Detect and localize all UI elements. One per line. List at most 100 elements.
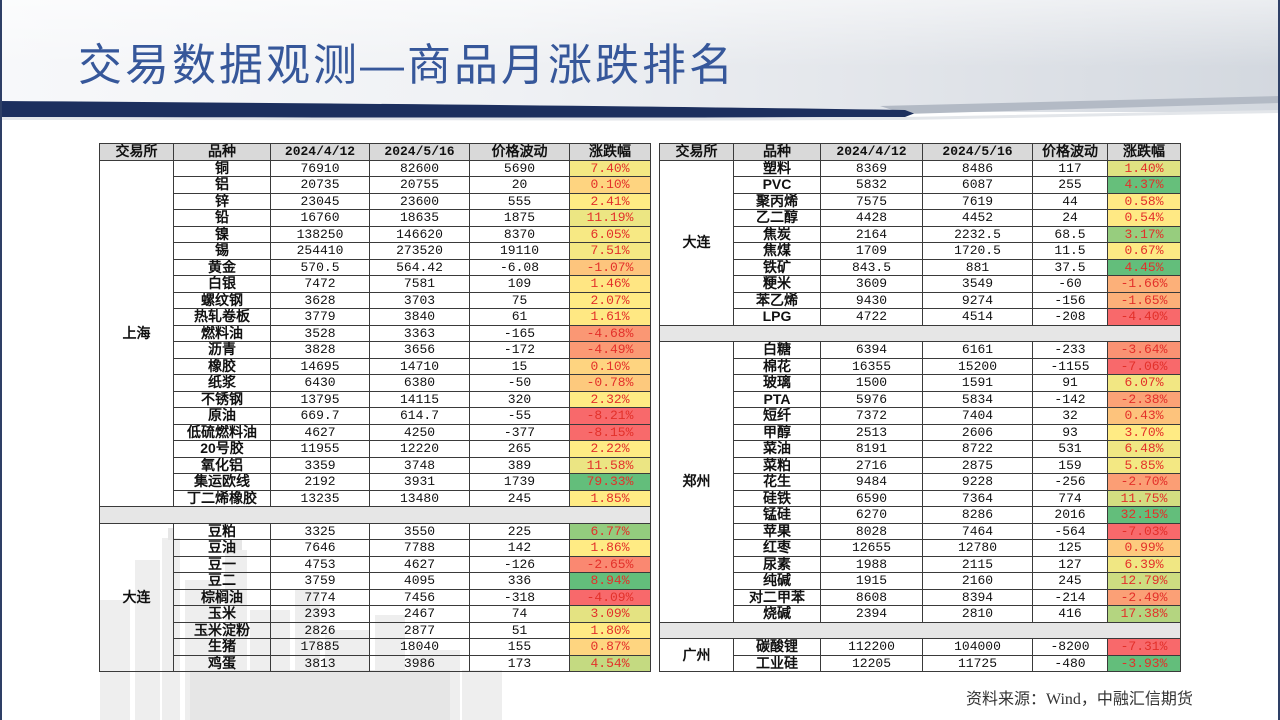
price-change-cell: -50 [469, 374, 570, 392]
table-row: 苯乙烯 9430 9274 -156 -1.65% [660, 291, 1181, 309]
price-start-cell: 3628 [270, 291, 370, 309]
table-row: 焦煤 1709 1720.5 11.5 0.67% [660, 242, 1181, 260]
price-end-cell: 3549 [922, 275, 1033, 293]
header-pct-change: 涨跌幅 [1107, 143, 1181, 161]
price-change-cell: -318 [469, 588, 570, 606]
variety-cell: 短纤 [733, 407, 821, 425]
price-end-cell: 4514 [922, 308, 1033, 326]
price-start-cell: 2826 [270, 621, 370, 639]
header-price-end-date: 2024/5/16 [922, 143, 1033, 161]
price-start-cell: 8028 [820, 522, 923, 540]
pct-change-cell: 4.45% [1107, 258, 1181, 276]
variety-cell: 豆二 [173, 572, 271, 590]
left-commodity-table: 交易所 品种 2024/4/12 2024/5/16 价格波动 涨跌幅 上海铜 7… [99, 143, 651, 672]
pct-change-cell: 1.40% [1107, 159, 1181, 177]
variety-cell: 花生 [733, 473, 821, 491]
price-start-cell: 13795 [270, 390, 370, 408]
variety-cell: 玻璃 [733, 374, 821, 392]
price-change-cell: -142 [1032, 390, 1108, 408]
table-row: 大连 豆粕 3325 3550 225 6.77% [99, 522, 651, 672]
pct-change-cell: 0.67% [1107, 242, 1181, 260]
price-end-cell: 1591 [922, 374, 1033, 392]
pct-change-cell: 2.07% [569, 291, 651, 309]
separator-cell [659, 621, 1181, 639]
table-row: 短纤 7372 7404 32 0.43% [660, 407, 1181, 425]
variety-cell: 豆一 [173, 555, 271, 573]
group-separator-row [659, 621, 1181, 639]
table-row: 集运欧线 2192 3931 1739 79.33% [100, 473, 651, 491]
price-start-cell: 2394 [820, 605, 923, 623]
price-start-cell: 1500 [820, 374, 923, 392]
price-start-cell: 7774 [270, 588, 370, 606]
price-end-cell: 3986 [369, 654, 470, 672]
pct-change-cell: 7.51% [569, 242, 651, 260]
price-change-cell: 1739 [469, 473, 570, 491]
pct-change-cell: 2.32% [569, 390, 651, 408]
price-start-cell: 4627 [270, 423, 370, 441]
price-start-cell: 2513 [820, 423, 923, 441]
pct-change-cell: 8.94% [569, 572, 651, 590]
right-commodity-table: 交易所 品种 2024/4/12 2024/5/16 价格波动 涨跌幅 大连 塑料… [659, 143, 1181, 672]
table-row: 豆二 3759 4095 336 8.94% [100, 572, 651, 590]
price-change-cell: 109 [469, 275, 570, 293]
price-end-cell: 2810 [922, 605, 1033, 623]
price-change-cell: 61 [469, 308, 570, 326]
price-change-cell: 117 [1032, 159, 1108, 177]
price-start-cell: 7372 [820, 407, 923, 425]
pct-change-cell: 1.46% [569, 275, 651, 293]
variety-cell: 碳酸锂 [733, 638, 821, 656]
variety-cell: 铅 [173, 209, 271, 227]
page-title: 交易数据观测—商品月涨跌排名 [78, 41, 736, 90]
pct-change-cell: -8.21% [569, 407, 651, 425]
table-row: 铁矿 843.5 881 37.5 4.45% [660, 258, 1181, 276]
price-end-cell: 3656 [369, 341, 470, 359]
price-start-cell: 843.5 [820, 258, 923, 276]
price-start-cell: 669.7 [270, 407, 370, 425]
price-start-cell: 3325 [270, 522, 370, 540]
table-row: 沥青 3828 3656 -172 -4.49% [100, 341, 651, 359]
price-start-cell: 13235 [270, 489, 370, 507]
price-end-cell: 7364 [922, 489, 1033, 507]
header-price-start-date: 2024/4/12 [820, 143, 923, 161]
table-row: 螺纹钢 3628 3703 75 2.07% [100, 291, 651, 309]
table-row: 低硫燃料油 4627 4250 -377 -8.15% [100, 423, 651, 441]
table-row: 粳米 3609 3549 -60 -1.66% [660, 275, 1181, 293]
table-row: 生猪 17885 18040 155 0.87% [100, 638, 651, 656]
table-row: 丁二烯橡胶 13235 13480 245 1.85% [100, 489, 651, 507]
pct-change-cell: -4.09% [569, 588, 651, 606]
variety-cell: 原油 [173, 407, 271, 425]
table-row: 锡 254410 273520 19110 7.51% [100, 242, 651, 260]
price-change-cell: 32 [1032, 407, 1108, 425]
table-row: 白银 7472 7581 109 1.46% [100, 275, 651, 293]
variety-cell: PVC [733, 176, 821, 194]
price-end-cell: 3931 [369, 473, 470, 491]
price-end-cell: 12220 [369, 440, 470, 458]
price-end-cell: 23600 [369, 192, 470, 210]
pct-change-cell: 0.10% [569, 176, 651, 194]
table-row: 纸浆 6430 6380 -50 -0.78% [100, 374, 651, 392]
variety-cell: 对二甲苯 [733, 588, 821, 606]
price-change-cell: 245 [469, 489, 570, 507]
price-start-cell: 9430 [820, 291, 923, 309]
variety-cell: 锌 [173, 192, 271, 210]
variety-cell: 菜粕 [733, 456, 821, 474]
price-end-cell: 4452 [922, 209, 1033, 227]
price-end-cell: 4250 [369, 423, 470, 441]
header-price-change: 价格波动 [1032, 143, 1108, 161]
table-row: 玻璃 1500 1591 91 6.07% [660, 374, 1181, 392]
price-end-cell: 7788 [369, 539, 470, 557]
price-end-cell: 1720.5 [922, 242, 1033, 260]
price-end-cell: 7456 [369, 588, 470, 606]
table-row: 大连 塑料 8369 8486 117 1.40% [659, 159, 1181, 326]
price-change-cell: -564 [1032, 522, 1108, 540]
pct-change-cell: -1.65% [1107, 291, 1181, 309]
price-end-cell: 6161 [922, 341, 1033, 359]
pct-change-cell: -4.40% [1107, 308, 1181, 326]
table-row: 工业硅 12205 11725 -480 -3.93% [660, 654, 1181, 672]
price-end-cell: 3703 [369, 291, 470, 309]
pct-change-cell: 6.77% [569, 522, 651, 540]
price-change-cell: -214 [1032, 588, 1108, 606]
frame-right-line [1278, 0, 1280, 720]
price-change-cell: 19110 [469, 242, 570, 260]
price-start-cell: 138250 [270, 225, 370, 243]
